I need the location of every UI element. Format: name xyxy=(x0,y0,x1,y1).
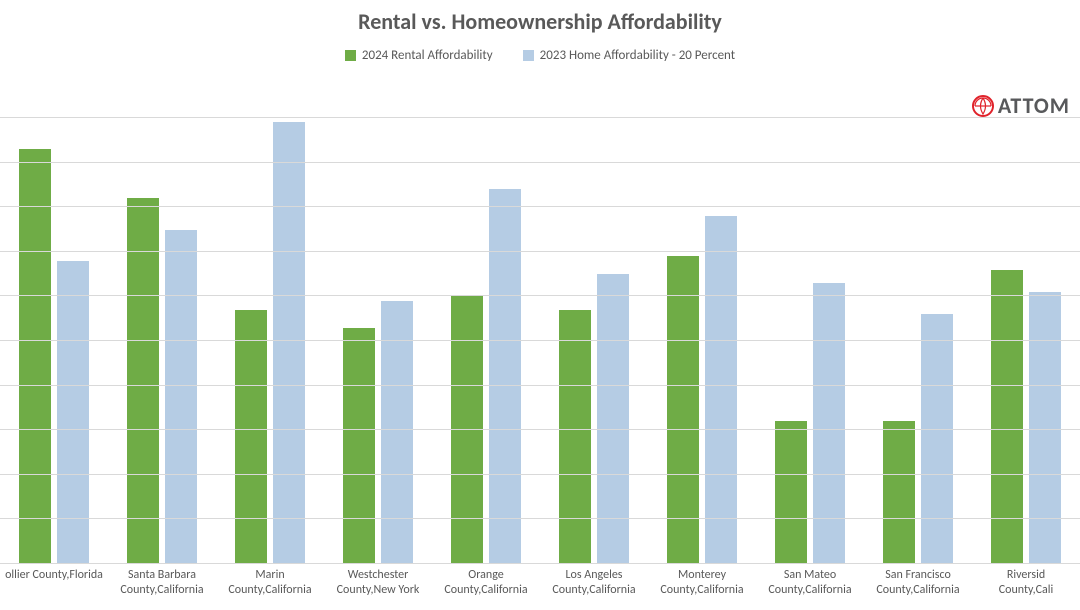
bar-group xyxy=(324,118,432,564)
x-axis-label: Marin County,California xyxy=(216,568,324,598)
attom-logo-icon xyxy=(972,95,994,117)
legend-label-rental: 2024 Rental Affordability xyxy=(362,48,493,63)
legend-swatch-home xyxy=(523,50,534,61)
x-axis-label: Westchester County,New York xyxy=(324,568,432,598)
gridline xyxy=(0,295,1080,296)
gridline xyxy=(0,474,1080,475)
gridline xyxy=(0,385,1080,386)
bar-group xyxy=(864,118,972,564)
bar-home xyxy=(273,122,305,564)
x-axis-label: San Mateo County,California xyxy=(756,568,864,598)
bar-home xyxy=(705,216,737,564)
plot-area xyxy=(0,118,1080,564)
bar-home xyxy=(489,189,521,564)
chart-legend: 2024 Rental Affordability 2023 Home Affo… xyxy=(0,48,1080,63)
gridline xyxy=(0,162,1080,163)
bar-group xyxy=(216,118,324,564)
legend-item-rental: 2024 Rental Affordability xyxy=(345,48,493,63)
x-axis-label: Santa Barbara County,California xyxy=(108,568,216,598)
x-axis-label: ollier County,Florida xyxy=(0,568,108,598)
bar-rental xyxy=(235,310,267,564)
gridline xyxy=(0,251,1080,252)
bar-group xyxy=(540,118,648,564)
bar-rental xyxy=(343,328,375,564)
bar-home xyxy=(165,230,197,565)
bar-home xyxy=(597,274,629,564)
x-axis-label: Riversid County,Cali xyxy=(972,568,1080,598)
bar-rental xyxy=(451,296,483,564)
bar-rental xyxy=(883,421,915,564)
bar-group xyxy=(108,118,216,564)
attom-logo-text: ATTOM xyxy=(998,92,1070,119)
bar-groups xyxy=(0,118,1080,564)
chart-title: Rental vs. Homeownership Affordability xyxy=(0,8,1080,35)
gridline xyxy=(0,340,1080,341)
x-axis-label: San Francisco County,California xyxy=(864,568,972,598)
legend-swatch-rental xyxy=(345,50,356,61)
x-axis-labels: ollier County,FloridaSanta Barbara Count… xyxy=(0,568,1080,598)
x-axis-label: Monterey County,California xyxy=(648,568,756,598)
bar-group xyxy=(972,118,1080,564)
x-axis-label: Orange County,California xyxy=(432,568,540,598)
bar-group xyxy=(0,118,108,564)
gridline xyxy=(0,429,1080,430)
bar-rental xyxy=(559,310,591,564)
bar-rental xyxy=(19,149,51,564)
affordability-bar-chart: Rental vs. Homeownership Affordability 2… xyxy=(0,0,1080,610)
bar-home xyxy=(813,283,845,564)
gridline xyxy=(0,563,1080,564)
legend-label-home: 2023 Home Affordability - 20 Percent xyxy=(540,48,735,63)
x-axis-label: Los Angeles County,California xyxy=(540,568,648,598)
bar-group xyxy=(756,118,864,564)
gridline xyxy=(0,518,1080,519)
gridline xyxy=(0,206,1080,207)
bar-group xyxy=(432,118,540,564)
attom-logo: ATTOM xyxy=(972,92,1070,119)
legend-item-home: 2023 Home Affordability - 20 Percent xyxy=(523,48,735,63)
bar-home xyxy=(921,314,953,564)
bar-rental xyxy=(775,421,807,564)
bar-home xyxy=(1029,292,1061,564)
bar-rental xyxy=(127,198,159,564)
bar-group xyxy=(648,118,756,564)
gridline xyxy=(0,117,1080,118)
bar-rental xyxy=(991,270,1023,564)
